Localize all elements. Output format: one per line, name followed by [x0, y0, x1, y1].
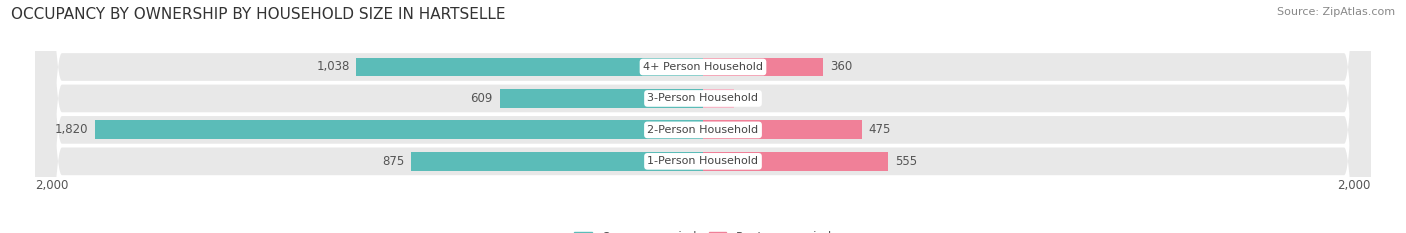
Text: Source: ZipAtlas.com: Source: ZipAtlas.com — [1277, 7, 1395, 17]
Text: 2-Person Household: 2-Person Household — [647, 125, 759, 135]
FancyBboxPatch shape — [35, 0, 1371, 233]
Text: 4+ Person Household: 4+ Person Household — [643, 62, 763, 72]
Bar — [703, 120, 862, 139]
Text: 3-Person Household: 3-Person Household — [648, 93, 758, 103]
Bar — [499, 89, 703, 108]
Text: 609: 609 — [471, 92, 494, 105]
Text: 875: 875 — [382, 155, 404, 168]
FancyBboxPatch shape — [35, 0, 1371, 233]
Text: 360: 360 — [830, 61, 852, 73]
Text: 475: 475 — [869, 123, 890, 136]
Text: 1-Person Household: 1-Person Household — [648, 156, 758, 166]
Text: 555: 555 — [896, 155, 917, 168]
Bar — [356, 58, 703, 76]
Text: 2,000: 2,000 — [1337, 179, 1371, 192]
Legend: Owner-occupied, Renter-occupied: Owner-occupied, Renter-occupied — [569, 227, 837, 233]
Text: OCCUPANCY BY OWNERSHIP BY HOUSEHOLD SIZE IN HARTSELLE: OCCUPANCY BY OWNERSHIP BY HOUSEHOLD SIZE… — [11, 7, 506, 22]
Text: 93: 93 — [741, 92, 755, 105]
Text: 1,820: 1,820 — [55, 123, 89, 136]
Bar — [703, 89, 734, 108]
Bar — [411, 152, 703, 171]
Bar — [703, 152, 889, 171]
FancyBboxPatch shape — [35, 0, 1371, 233]
Text: 1,038: 1,038 — [316, 61, 350, 73]
Bar — [703, 58, 823, 76]
Text: 2,000: 2,000 — [35, 179, 69, 192]
Bar — [96, 120, 703, 139]
FancyBboxPatch shape — [35, 0, 1371, 233]
